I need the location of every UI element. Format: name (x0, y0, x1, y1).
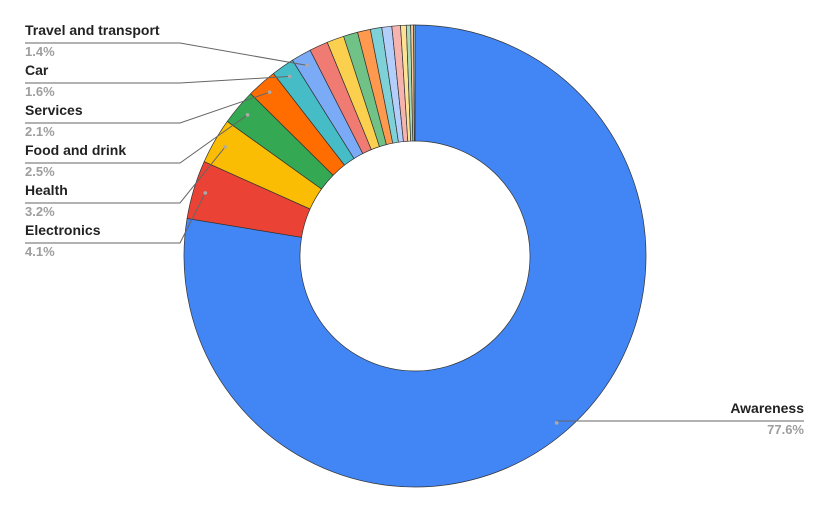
leader-dot (203, 191, 208, 195)
leader-line (25, 42, 308, 66)
leader-dot (287, 74, 292, 79)
leader-dot (305, 63, 309, 68)
leader-line (25, 192, 206, 244)
slice-label: Awareness (730, 400, 804, 416)
leader-line (25, 91, 270, 124)
slice-value-label: 1.6% (25, 84, 55, 99)
slice-value-label: 2.1% (25, 124, 55, 139)
slice (183, 24, 647, 488)
slice-label: Travel and transport (25, 22, 160, 38)
leader-dot (267, 90, 272, 94)
slice-value-label: 4.1% (25, 244, 55, 259)
leader-dot (245, 113, 250, 117)
slice-value-label: 3.2% (25, 204, 55, 219)
leader-line (25, 114, 248, 164)
slice (413, 24, 416, 142)
slice-label: Food and drink (25, 142, 126, 158)
leader-line (25, 146, 226, 204)
leader-line (25, 75, 290, 84)
slice-label: Services (25, 102, 83, 118)
slice-label: Car (25, 62, 49, 78)
slice-value-label: 2.5% (25, 164, 55, 179)
slice-label: Health (25, 182, 68, 198)
leader-dot (554, 421, 559, 425)
slice-value-label: 77.6% (767, 422, 804, 437)
slice-label: Electronics (25, 222, 101, 238)
leader-dot (223, 145, 227, 149)
slice-value-label: 1.4% (25, 44, 55, 59)
